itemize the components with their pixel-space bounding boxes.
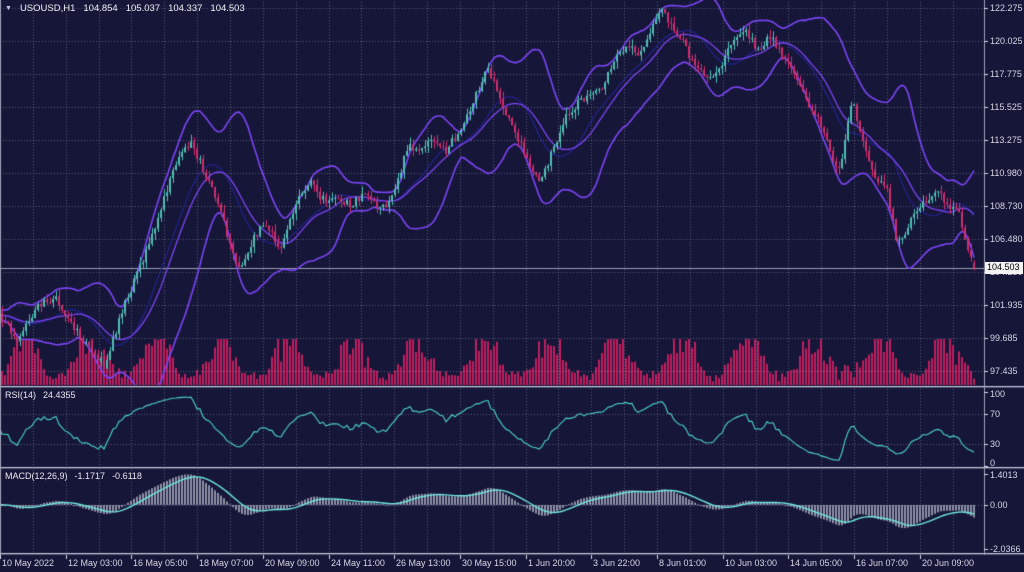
time-tick-label: 3 Jun 22:00 xyxy=(593,558,641,568)
ohlc-close: 104.503 xyxy=(210,3,245,14)
time-tick-label: 12 May 03:00 xyxy=(68,558,123,568)
price-tick-label: 122.275 xyxy=(990,3,1023,13)
ohlc-open: 104.854 xyxy=(83,3,118,14)
price-tick-label: 99.685 xyxy=(990,333,1018,343)
price-tick-label: 115.525 xyxy=(990,102,1022,112)
macd-tick-label: 1.4013 xyxy=(990,470,1018,480)
macd-name: MACD(12,26,9) xyxy=(5,471,68,481)
price-tick-label: 108.730 xyxy=(990,201,1023,211)
macd-value: -1.1717 xyxy=(74,471,106,481)
time-tick-label: 1 Jun 20:00 xyxy=(528,558,576,568)
price-tick-label: 106.480 xyxy=(990,234,1023,244)
time-tick-label: 14 Jun 05:00 xyxy=(790,558,843,568)
price-tick-label: 110.980 xyxy=(990,168,1022,178)
price-tick-label: 97.435 xyxy=(990,366,1018,376)
macd-tick-label: -2.0366 xyxy=(990,544,1021,554)
time-tick-label: 20 Jun 09:00 xyxy=(922,558,975,568)
time-tick-label: 30 May 15:00 xyxy=(462,558,517,568)
symbol-marker-icon: ▼ xyxy=(5,4,12,12)
price-tick-label: 117.775 xyxy=(990,69,1022,79)
rsi-tick-label: 0 xyxy=(990,458,996,468)
price-axis[interactable]: 122.275 120.025 117.775 115.525 113.275 110.9… xyxy=(984,0,1024,555)
ohlc-high: 105.037 xyxy=(125,3,161,14)
price-tick-label: 113.275 xyxy=(990,135,1022,145)
time-tick-label: 8 Jun 01:00 xyxy=(659,558,707,568)
time-tick-label: 20 May 09:00 xyxy=(265,558,320,568)
time-tick-label: 10 May 2022 xyxy=(2,558,55,568)
time-tick-label: 24 May 11:00 xyxy=(331,558,385,568)
rsi-name: RSI(14) xyxy=(5,390,37,400)
current-price-label: 104.503 xyxy=(985,262,1023,274)
rsi-tick-label: 100 xyxy=(990,389,1006,399)
time-tick-label: 16 Jun 07:00 xyxy=(856,558,909,568)
time-tick-label: 26 May 13:00 xyxy=(396,558,451,568)
macd-tick-label: 0.00 xyxy=(990,500,1008,510)
time-tick-label: 18 May 07:00 xyxy=(199,558,254,568)
rsi-indicator-label: RSI(14) 24.4355 xyxy=(5,390,76,400)
macd-signal-value: -0.6118 xyxy=(112,471,142,481)
symbol-timeframe: USOUSD,H1 xyxy=(19,3,76,14)
time-tick-label: 16 May 05:00 xyxy=(133,558,188,568)
rsi-value: 24.4355 xyxy=(43,390,76,400)
price-tick-label: 120.025 xyxy=(990,36,1023,46)
time-tick-label: 10 Jun 03:00 xyxy=(725,558,778,568)
rsi-tick-label: 30 xyxy=(990,439,1001,449)
macd-indicator-label: MACD(12,26,9) -1.1717 -0.6118 xyxy=(5,471,142,481)
price-tick-label: 101.935 xyxy=(990,300,1023,310)
chart-header: ▼ USOUSD,H1 104.854 105.037 104.337 104.… xyxy=(5,3,245,14)
rsi-tick-label: 70 xyxy=(990,409,1001,419)
time-axis[interactable]: 10 May 2022 12 May 03:00 16 May 05:00 18 Ma… xyxy=(0,555,1024,572)
ohlc-low: 104.337 xyxy=(168,3,203,14)
